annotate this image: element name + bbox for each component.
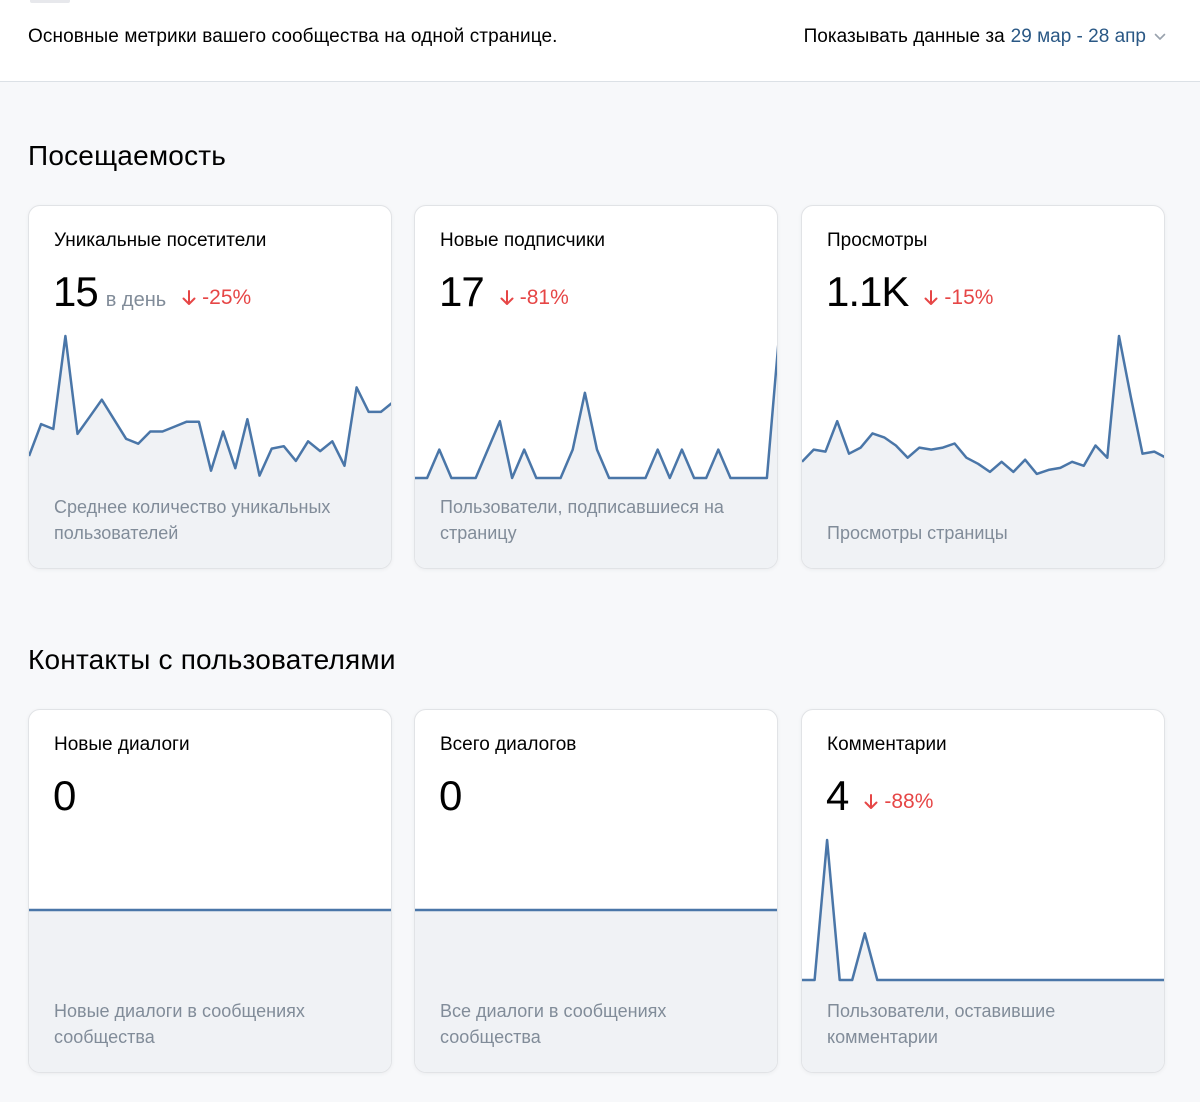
metric-row: 15 в день -25%	[53, 268, 251, 316]
arrow-down-icon	[500, 290, 514, 305]
metric-delta-value: -25%	[202, 286, 252, 309]
metric-row: 17 -81%	[439, 268, 569, 316]
card-title: Новые диалоги	[54, 734, 190, 755]
metric-chart	[29, 334, 391, 568]
card-title: Просмотры	[827, 230, 928, 251]
card-footer: Среднее количество уникальных пользовате…	[54, 497, 331, 543]
period-selector[interactable]: Показывать данные за 29 мар - 28 апр	[804, 26, 1166, 48]
section-title-attendance: Посещаемость	[28, 140, 227, 171]
metric-value: 1.1K	[826, 268, 909, 315]
chevron-down-icon[interactable]	[1154, 33, 1166, 41]
page-description: Основные метрики вашего сообщества на од…	[28, 26, 558, 47]
metric-row: 0	[439, 772, 462, 820]
metric-value: 15	[53, 268, 99, 315]
chart-area	[29, 336, 391, 568]
tab-indicator	[30, 0, 70, 3]
metric-card[interactable]: Комментарии 4 -88% Пользователи, оставившие…	[801, 709, 1165, 1073]
arrow-down-icon	[182, 290, 196, 305]
metric-chart	[415, 908, 777, 1072]
metric-delta-value: -15%	[944, 286, 994, 309]
card-footer: Новые диалоги в сообщениях сообщества	[54, 1001, 305, 1047]
metric-value: 0	[53, 772, 76, 819]
metric-card[interactable]: Новые диалоги 0 Новые диалоги в сообщениях…	[28, 709, 392, 1073]
metric-value: 0	[439, 772, 462, 819]
metric-delta: -25%	[182, 286, 251, 310]
chart-line	[415, 344, 777, 480]
metric-row: 0	[53, 772, 76, 820]
card-title: Комментарии	[827, 734, 947, 755]
chart-area	[802, 336, 1164, 568]
metric-delta: -15%	[924, 286, 993, 310]
card-title: Всего диалогов	[440, 734, 577, 755]
section-title-contacts: Контакты с пользователями	[28, 644, 396, 675]
metric-chart	[802, 838, 1164, 1072]
card-footer: Пользователи, подписавшиеся на страницу	[440, 497, 724, 543]
card-footer: Все диалоги в сообщениях сообщества	[440, 1001, 667, 1047]
metric-chart	[802, 334, 1164, 568]
metric-delta: -88%	[864, 790, 933, 814]
chart-line	[802, 838, 1164, 982]
metric-delta-value: -88%	[884, 790, 934, 813]
metric-card[interactable]: Новые подписчики 17 -81% Пользователи, подп…	[414, 205, 778, 569]
metric-value: 17	[439, 268, 485, 315]
header-bar: Основные метрики вашего сообщества на од…	[0, 0, 1200, 82]
metric-card[interactable]: Всего диалогов 0 Все диалоги в сообщениях …	[414, 709, 778, 1073]
chart-area	[415, 910, 777, 1072]
arrow-down-icon	[924, 290, 938, 305]
card-title: Новые подписчики	[440, 230, 606, 251]
chart-line	[802, 334, 1164, 476]
chart-line	[29, 334, 391, 477]
metric-card[interactable]: Уникальные посетители 15 в день -25% Среднее…	[28, 205, 392, 569]
metric-row: 4 -88%	[826, 772, 933, 820]
period-label: Показывать данные за	[803, 26, 1005, 47]
period-value[interactable]: 29 мар - 28 апр	[1010, 26, 1146, 47]
metric-value: 4	[826, 772, 849, 819]
metric-chart	[415, 344, 777, 568]
metric-delta-value: -81%	[519, 286, 569, 309]
metric-unit: в день	[105, 289, 167, 311]
metric-delta: -81%	[500, 286, 569, 310]
card-title: Уникальные посетители	[54, 230, 267, 251]
metric-chart	[29, 908, 391, 1072]
card-footer: Просмотры страницы	[827, 523, 1008, 543]
chart-area	[29, 910, 391, 1072]
metric-card[interactable]: Просмотры 1.1K -15% Просмотры страницы	[801, 205, 1165, 569]
arrow-down-icon	[864, 794, 878, 809]
card-footer: Пользователи, оставившие комментарии	[827, 1001, 1056, 1047]
chart-area	[802, 840, 1164, 1072]
metric-row: 1.1K -15%	[826, 268, 993, 316]
chart-area	[415, 359, 777, 568]
